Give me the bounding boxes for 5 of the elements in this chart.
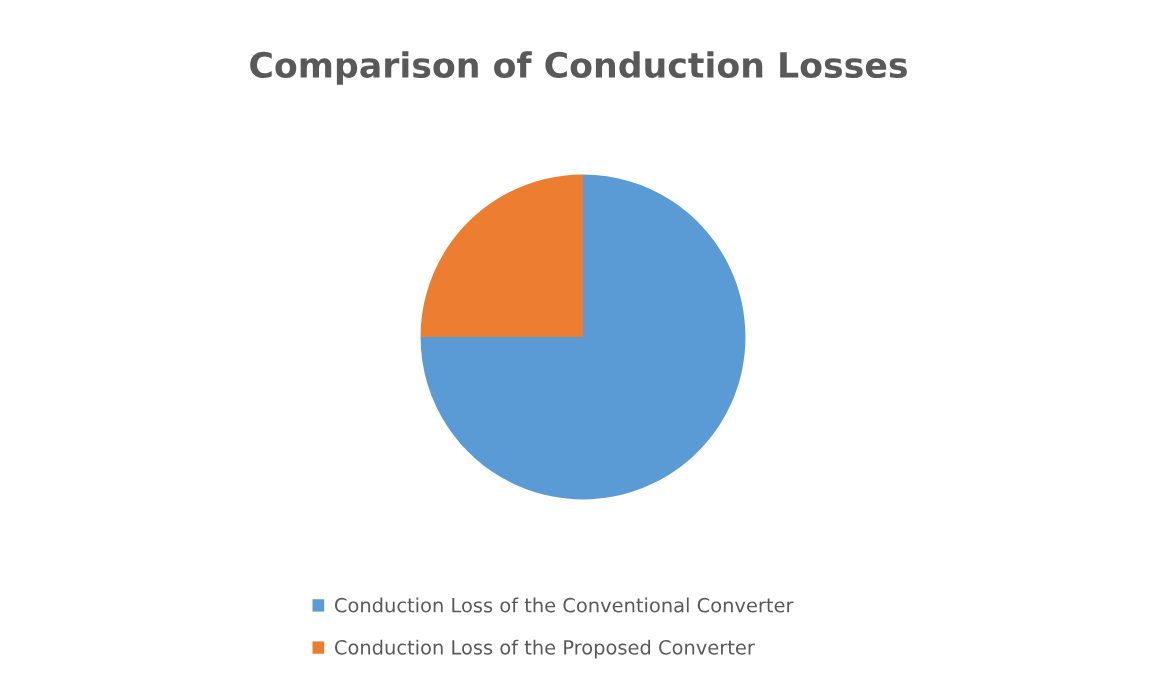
legend-label: Conduction Loss of the Conventional Converter (334, 597, 794, 613)
chart-title: Comparison of Conduction Losses (250, 51, 907, 85)
legend-label: Conduction Loss of the Proposed Converter (334, 639, 755, 659)
pie-slice (420, 174, 584, 337)
pie-slice (420, 174, 746, 500)
